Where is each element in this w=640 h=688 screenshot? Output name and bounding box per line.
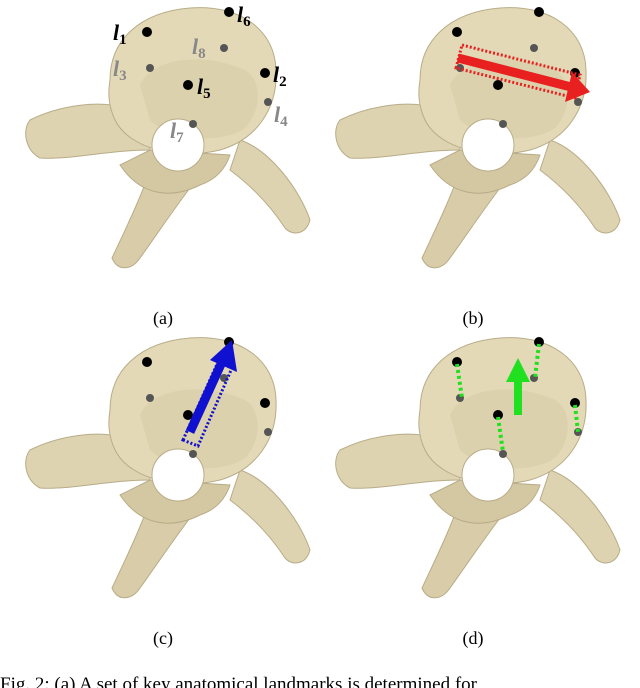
panel-label: (c) xyxy=(153,628,173,649)
landmark-label: l2 xyxy=(273,62,287,90)
landmark-subscript: 4 xyxy=(280,114,288,130)
landmark-label: l3 xyxy=(113,56,127,84)
panel-label: (d) xyxy=(463,628,484,649)
landmark-label: l1 xyxy=(113,20,127,48)
landmark-symbol: l xyxy=(113,56,120,81)
landmark-symbol: l xyxy=(113,20,120,45)
landmark-symbol: l xyxy=(237,2,244,27)
panel-b xyxy=(335,6,621,269)
landmark-label: l4 xyxy=(274,102,288,130)
panel-label: (b) xyxy=(463,308,484,329)
landmark-label: l6 xyxy=(237,2,251,30)
figure-caption: Fig. 2: (a) A set of key anatomical land… xyxy=(0,674,478,688)
landmark-label: l8 xyxy=(192,34,206,62)
landmark-label: l5 xyxy=(197,74,211,102)
landmark-subscript: 2 xyxy=(279,74,287,90)
landmark-symbol: l xyxy=(274,102,281,127)
landmark-symbol: l xyxy=(170,118,177,143)
panel-d xyxy=(335,336,621,599)
panel-label: (a) xyxy=(153,308,173,329)
panel-c xyxy=(25,336,311,599)
landmark-label: l7 xyxy=(170,118,184,146)
landmark-subscript: 1 xyxy=(119,32,127,48)
landmark-symbol: l xyxy=(273,62,280,87)
landmark-subscript: 5 xyxy=(203,86,211,102)
panel-a xyxy=(25,6,311,269)
landmark-subscript: 3 xyxy=(119,68,127,84)
landmark-symbol: l xyxy=(192,34,199,59)
landmark-subscript: 8 xyxy=(198,46,206,62)
landmark-subscript: 6 xyxy=(243,14,251,30)
landmark-symbol: l xyxy=(197,74,204,99)
landmark-subscript: 7 xyxy=(176,130,184,146)
